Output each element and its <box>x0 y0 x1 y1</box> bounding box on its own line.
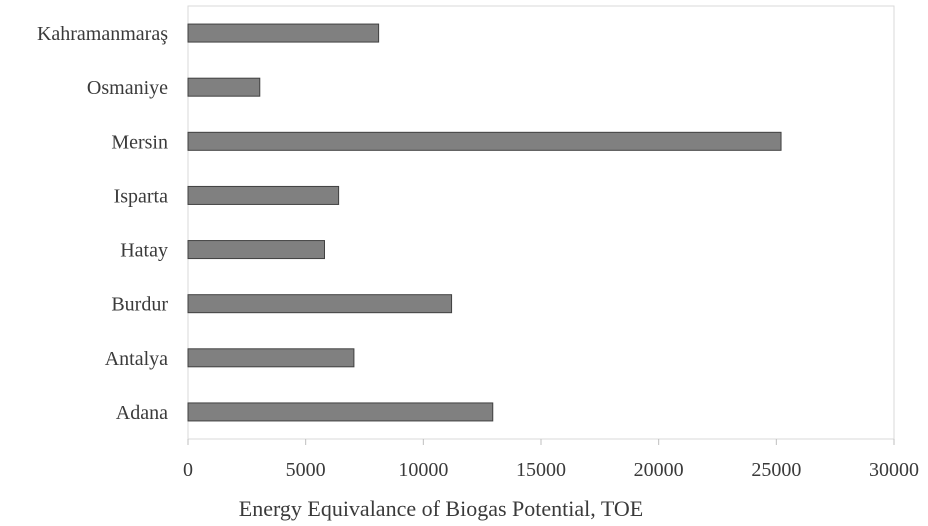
bar <box>187 402 494 422</box>
bar <box>187 23 380 43</box>
x-axis-title: Energy Equivalance of Biogas Potential, … <box>239 496 643 521</box>
category-label: Adana <box>116 402 168 424</box>
category-label: Isparta <box>114 185 169 207</box>
category-label: Burdur <box>111 294 168 316</box>
x-tick-label: 10000 <box>398 459 448 481</box>
bars-group <box>187 23 782 422</box>
plot-frame <box>187 5 895 440</box>
bar <box>187 240 325 260</box>
bar <box>187 131 782 151</box>
category-labels: Kahramanmaraş Osmaniye Mersin Isparta Hatay B… <box>37 23 168 424</box>
bar <box>187 77 261 97</box>
x-tick-label: 20000 <box>634 459 684 481</box>
x-tick-label: 25000 <box>751 459 801 481</box>
category-label: Osmaniye <box>87 77 168 99</box>
bar <box>187 185 340 205</box>
category-label: Mersin <box>111 131 168 153</box>
category-label: Hatay <box>120 240 168 262</box>
x-tick-label: 0 <box>183 459 193 481</box>
category-label: Kahramanmaraş <box>37 23 168 45</box>
x-tick-label: 5000 <box>286 459 326 481</box>
x-axis-ticks: 0 5000 10000 15000 20000 25000 30000 <box>183 439 919 481</box>
x-tick-label: 30000 <box>869 459 919 481</box>
bar <box>187 348 355 368</box>
category-label: Antalya <box>105 348 168 370</box>
bar <box>187 294 453 314</box>
x-tick-label: 15000 <box>516 459 566 481</box>
